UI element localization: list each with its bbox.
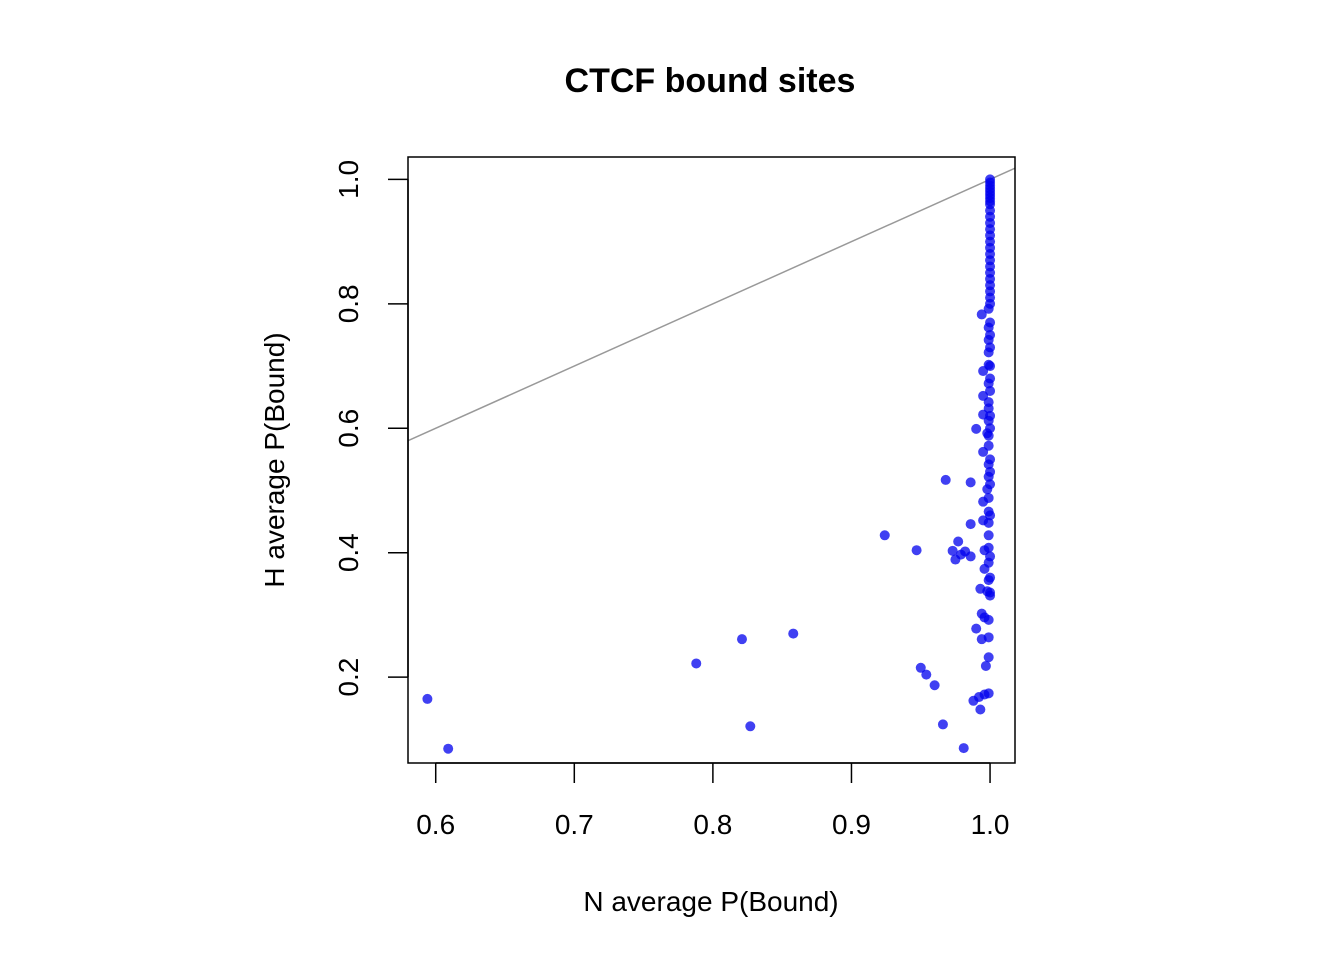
data-point [971, 423, 982, 434]
x-tick-label: 1.0 [971, 809, 1010, 840]
data-point [745, 721, 756, 732]
data-point [937, 719, 948, 730]
data-point [947, 545, 958, 556]
y-tick-label: 1.0 [333, 160, 364, 199]
data-point [983, 492, 994, 503]
data-point [975, 704, 986, 715]
data-point [985, 587, 996, 598]
data-point [985, 423, 996, 434]
y-tick-label: 0.6 [333, 409, 364, 448]
data-point [983, 542, 994, 553]
y-tick-label: 0.8 [333, 284, 364, 323]
data-point [915, 662, 926, 673]
y-tick-label: 0.4 [333, 533, 364, 572]
data-point [985, 361, 996, 372]
data-point [911, 545, 922, 556]
y-tick-label: 0.2 [333, 658, 364, 697]
plot-area [408, 167, 1015, 754]
y-axis: 0.2 0.4 0.6 0.8 1.0 [333, 160, 409, 697]
y-axis-label: H average P(Bound) [259, 332, 290, 587]
data-point [965, 477, 976, 488]
data-point [983, 517, 994, 528]
data-point [985, 479, 996, 490]
x-axis-label: N average P(Bound) [583, 886, 838, 917]
data-point [985, 551, 996, 562]
data-point [985, 373, 996, 384]
data-point [985, 342, 996, 353]
data-point [953, 536, 964, 547]
data-point [983, 430, 994, 441]
data-point [983, 614, 994, 625]
data-point [983, 397, 994, 408]
data-point [983, 440, 994, 451]
data-point [691, 658, 702, 669]
data-point [788, 628, 799, 639]
data-point [983, 530, 994, 541]
data-point [958, 743, 969, 754]
x-tick-label: 0.6 [416, 809, 455, 840]
data-point [985, 385, 996, 396]
data-point [921, 669, 932, 680]
data-point [443, 743, 454, 754]
points-layer [422, 174, 996, 754]
data-point [985, 572, 996, 583]
data-point [985, 317, 996, 328]
data-point [971, 623, 982, 634]
data-point [422, 693, 433, 704]
data-point [983, 652, 994, 663]
x-axis: 0.6 0.7 0.8 0.9 1.0 [416, 762, 1010, 840]
data-point [985, 454, 996, 465]
x-tick-label: 0.9 [832, 809, 871, 840]
data-point [985, 410, 996, 421]
x-tick-label: 0.7 [555, 809, 594, 840]
data-point [940, 474, 951, 485]
x-tick-label: 0.8 [693, 809, 732, 840]
data-point [929, 680, 940, 691]
data-point [985, 466, 996, 477]
data-point [983, 632, 994, 643]
reference-line [408, 167, 1015, 442]
data-point [985, 510, 996, 521]
data-point [985, 329, 996, 340]
data-point [976, 309, 987, 320]
data-point [980, 660, 991, 671]
data-point [983, 688, 994, 699]
data-point [965, 551, 976, 562]
chart-title: CTCF bound sites [565, 62, 856, 100]
data-point [736, 634, 747, 645]
data-point [985, 174, 996, 185]
data-point [879, 530, 890, 541]
data-point [965, 519, 976, 530]
